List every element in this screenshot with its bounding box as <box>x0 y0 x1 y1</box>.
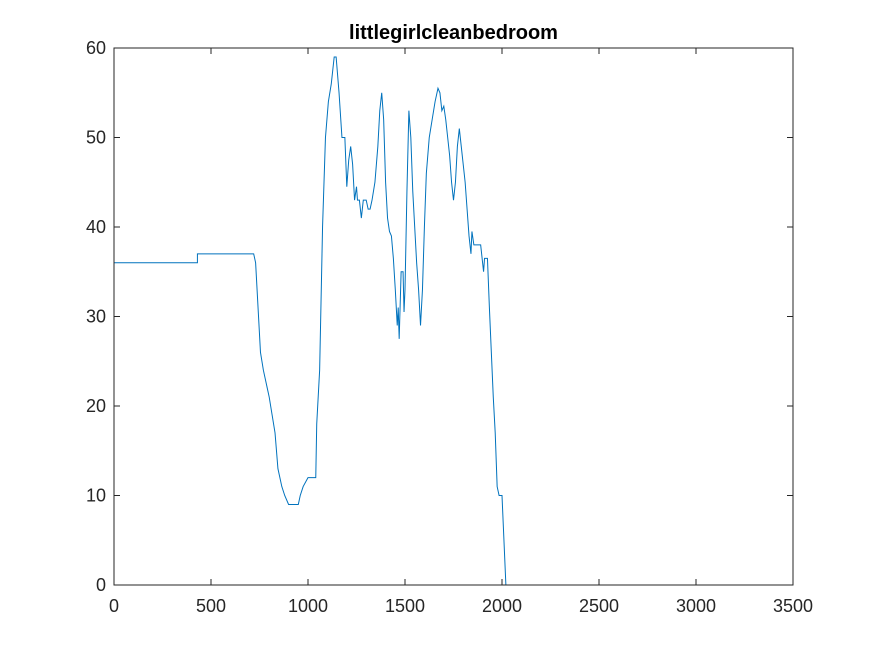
x-tick-label: 3500 <box>773 596 813 616</box>
y-tick-label: 30 <box>86 307 106 327</box>
x-tick-label: 1500 <box>385 596 425 616</box>
x-tick-label: 0 <box>109 596 119 616</box>
y-tick-label: 40 <box>86 217 106 237</box>
plot-area <box>114 48 793 585</box>
x-tick-label: 3000 <box>676 596 716 616</box>
x-tick-label: 1000 <box>288 596 328 616</box>
ticks-layer: 0 500 1000 1500 2000 2500 3000 3500 0 10 20 30 40 50 6… <box>86 38 813 616</box>
y-tick-label: 20 <box>86 396 106 416</box>
axes-box <box>113 47 794 586</box>
x-tick-label: 500 <box>196 596 226 616</box>
chart-title: littlegirlcleanbedroom <box>349 22 558 44</box>
y-tick-label: 0 <box>96 575 106 595</box>
x-tick-label: 2000 <box>482 596 522 616</box>
x-tick-label: 2500 <box>579 596 619 616</box>
y-tick-label: 60 <box>86 38 106 58</box>
series-line <box>114 56 709 586</box>
y-tick-label: 10 <box>86 486 106 506</box>
y-tick-label: 50 <box>86 128 106 148</box>
